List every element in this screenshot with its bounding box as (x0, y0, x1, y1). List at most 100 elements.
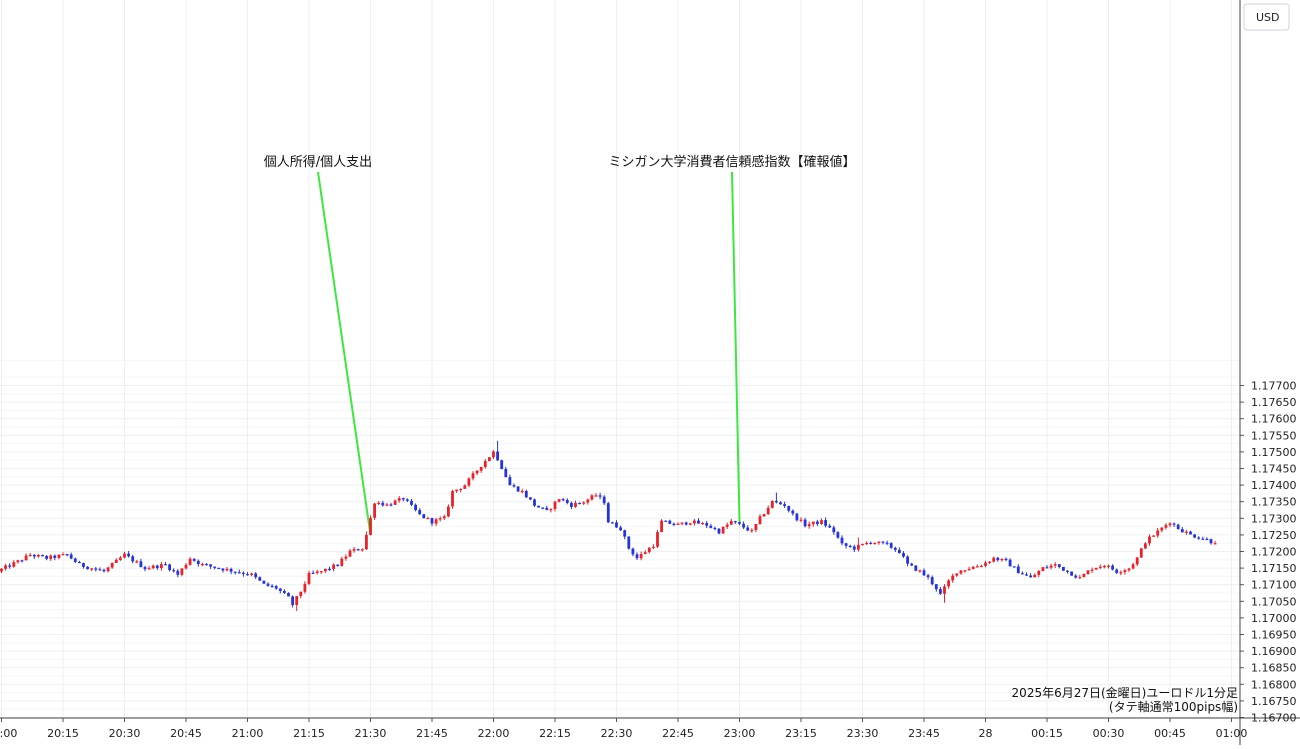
y-tick-label: 1.16800 (1251, 678, 1297, 691)
candles-layer (0, 440, 1217, 612)
candle-body (992, 557, 996, 562)
candle-body (311, 572, 315, 574)
candle-body (561, 499, 565, 501)
candle-body (1168, 523, 1172, 526)
candle-body (348, 550, 352, 557)
y-tick-label: 1.17100 (1251, 579, 1297, 592)
candle-body (861, 543, 864, 546)
x-tick-label: 23:30 (847, 727, 879, 740)
x-tick-label: 21:30 (355, 727, 387, 740)
candle-body (1008, 559, 1012, 567)
candle-body (463, 485, 467, 489)
candle-body (537, 505, 540, 508)
candle-body (45, 556, 48, 559)
candle-body (1131, 564, 1135, 569)
candle-body (188, 558, 192, 565)
candle-body (820, 520, 823, 524)
x-tick-label: 22:15 (539, 727, 571, 740)
candle-body (471, 473, 475, 479)
x-tick-label: 00:45 (1154, 727, 1186, 740)
candle-body (1094, 567, 1098, 570)
y-tick-label: 1.17050 (1251, 595, 1297, 608)
candle-body (442, 516, 446, 519)
x-tick-label: 21:00 (232, 727, 264, 740)
candle-body (910, 563, 914, 566)
candle-body (459, 488, 463, 491)
candle-body (799, 519, 803, 521)
candle-body (233, 571, 237, 573)
labels-layer: 1.17700 1.17650 1.17600 1.17550 1.17500 1.174… (0, 11, 1297, 740)
chart-subtitle: (タテ軸通常100pips幅) (1109, 699, 1238, 714)
candle-body (315, 571, 319, 573)
candle-body (701, 522, 704, 525)
candle-body (291, 596, 294, 606)
candle-body (1213, 543, 1217, 545)
candle-body (1205, 538, 1209, 541)
candle-body (582, 502, 586, 504)
candle-body (1139, 548, 1143, 558)
candle-body (1197, 537, 1201, 539)
candle-body (258, 577, 262, 581)
candle-body (1176, 524, 1180, 530)
candle-body (73, 558, 77, 562)
candle-body (1070, 571, 1073, 576)
candle-body (176, 570, 180, 575)
unit-box (1243, 3, 1290, 31)
candle-body (1115, 569, 1119, 573)
candle-body (721, 526, 725, 534)
candle-body (172, 570, 176, 572)
candle-body (606, 503, 610, 523)
candle-body (447, 506, 450, 517)
candle-body (898, 549, 901, 554)
candle-body (1185, 531, 1188, 533)
candle-body (791, 510, 795, 514)
candle-body (479, 466, 483, 471)
candle-body (86, 566, 89, 569)
candle-body (627, 536, 631, 549)
candle-body (889, 543, 893, 548)
candle-body (299, 591, 303, 597)
candle-body (365, 534, 368, 550)
candle-body (635, 554, 639, 559)
x-tick-label: 28 (979, 727, 993, 740)
candle-body (746, 527, 750, 531)
candle-body (570, 502, 573, 507)
x-tick-label: 22:45 (662, 727, 694, 740)
y-tick-label: 1.17450 (1251, 463, 1297, 476)
candle-body (49, 555, 53, 559)
candle-body (496, 451, 499, 461)
candle-body (1107, 565, 1110, 567)
candle-body (492, 451, 495, 458)
candle-body (529, 497, 532, 500)
candle-body (438, 518, 442, 520)
candle-body (590, 495, 594, 500)
y-tick-label: 1.17600 (1251, 413, 1297, 426)
candle-body (934, 584, 938, 590)
candle-body (422, 514, 426, 519)
candle-body (352, 549, 356, 551)
candle-body (549, 508, 553, 511)
candle-body (217, 567, 221, 570)
candle-body (906, 556, 909, 564)
candle-body (775, 500, 778, 503)
candle-body (377, 502, 381, 505)
candle-body (192, 558, 196, 561)
candle-body (754, 523, 758, 530)
candle-body (852, 546, 856, 550)
candle-body (160, 564, 163, 569)
candle-body (344, 556, 348, 559)
annotation-lines (317, 171, 741, 536)
candle-body (1033, 574, 1037, 578)
candle-body (78, 561, 81, 564)
candle-body (672, 523, 676, 525)
candle-body (1029, 575, 1032, 578)
candle-body (254, 573, 258, 578)
candle-body (984, 562, 987, 566)
candle-body (926, 575, 930, 578)
candle-body (139, 561, 143, 568)
candle-body (20, 560, 24, 562)
candle-body (475, 470, 479, 474)
candle-body (660, 520, 663, 533)
candle-body (123, 553, 126, 558)
